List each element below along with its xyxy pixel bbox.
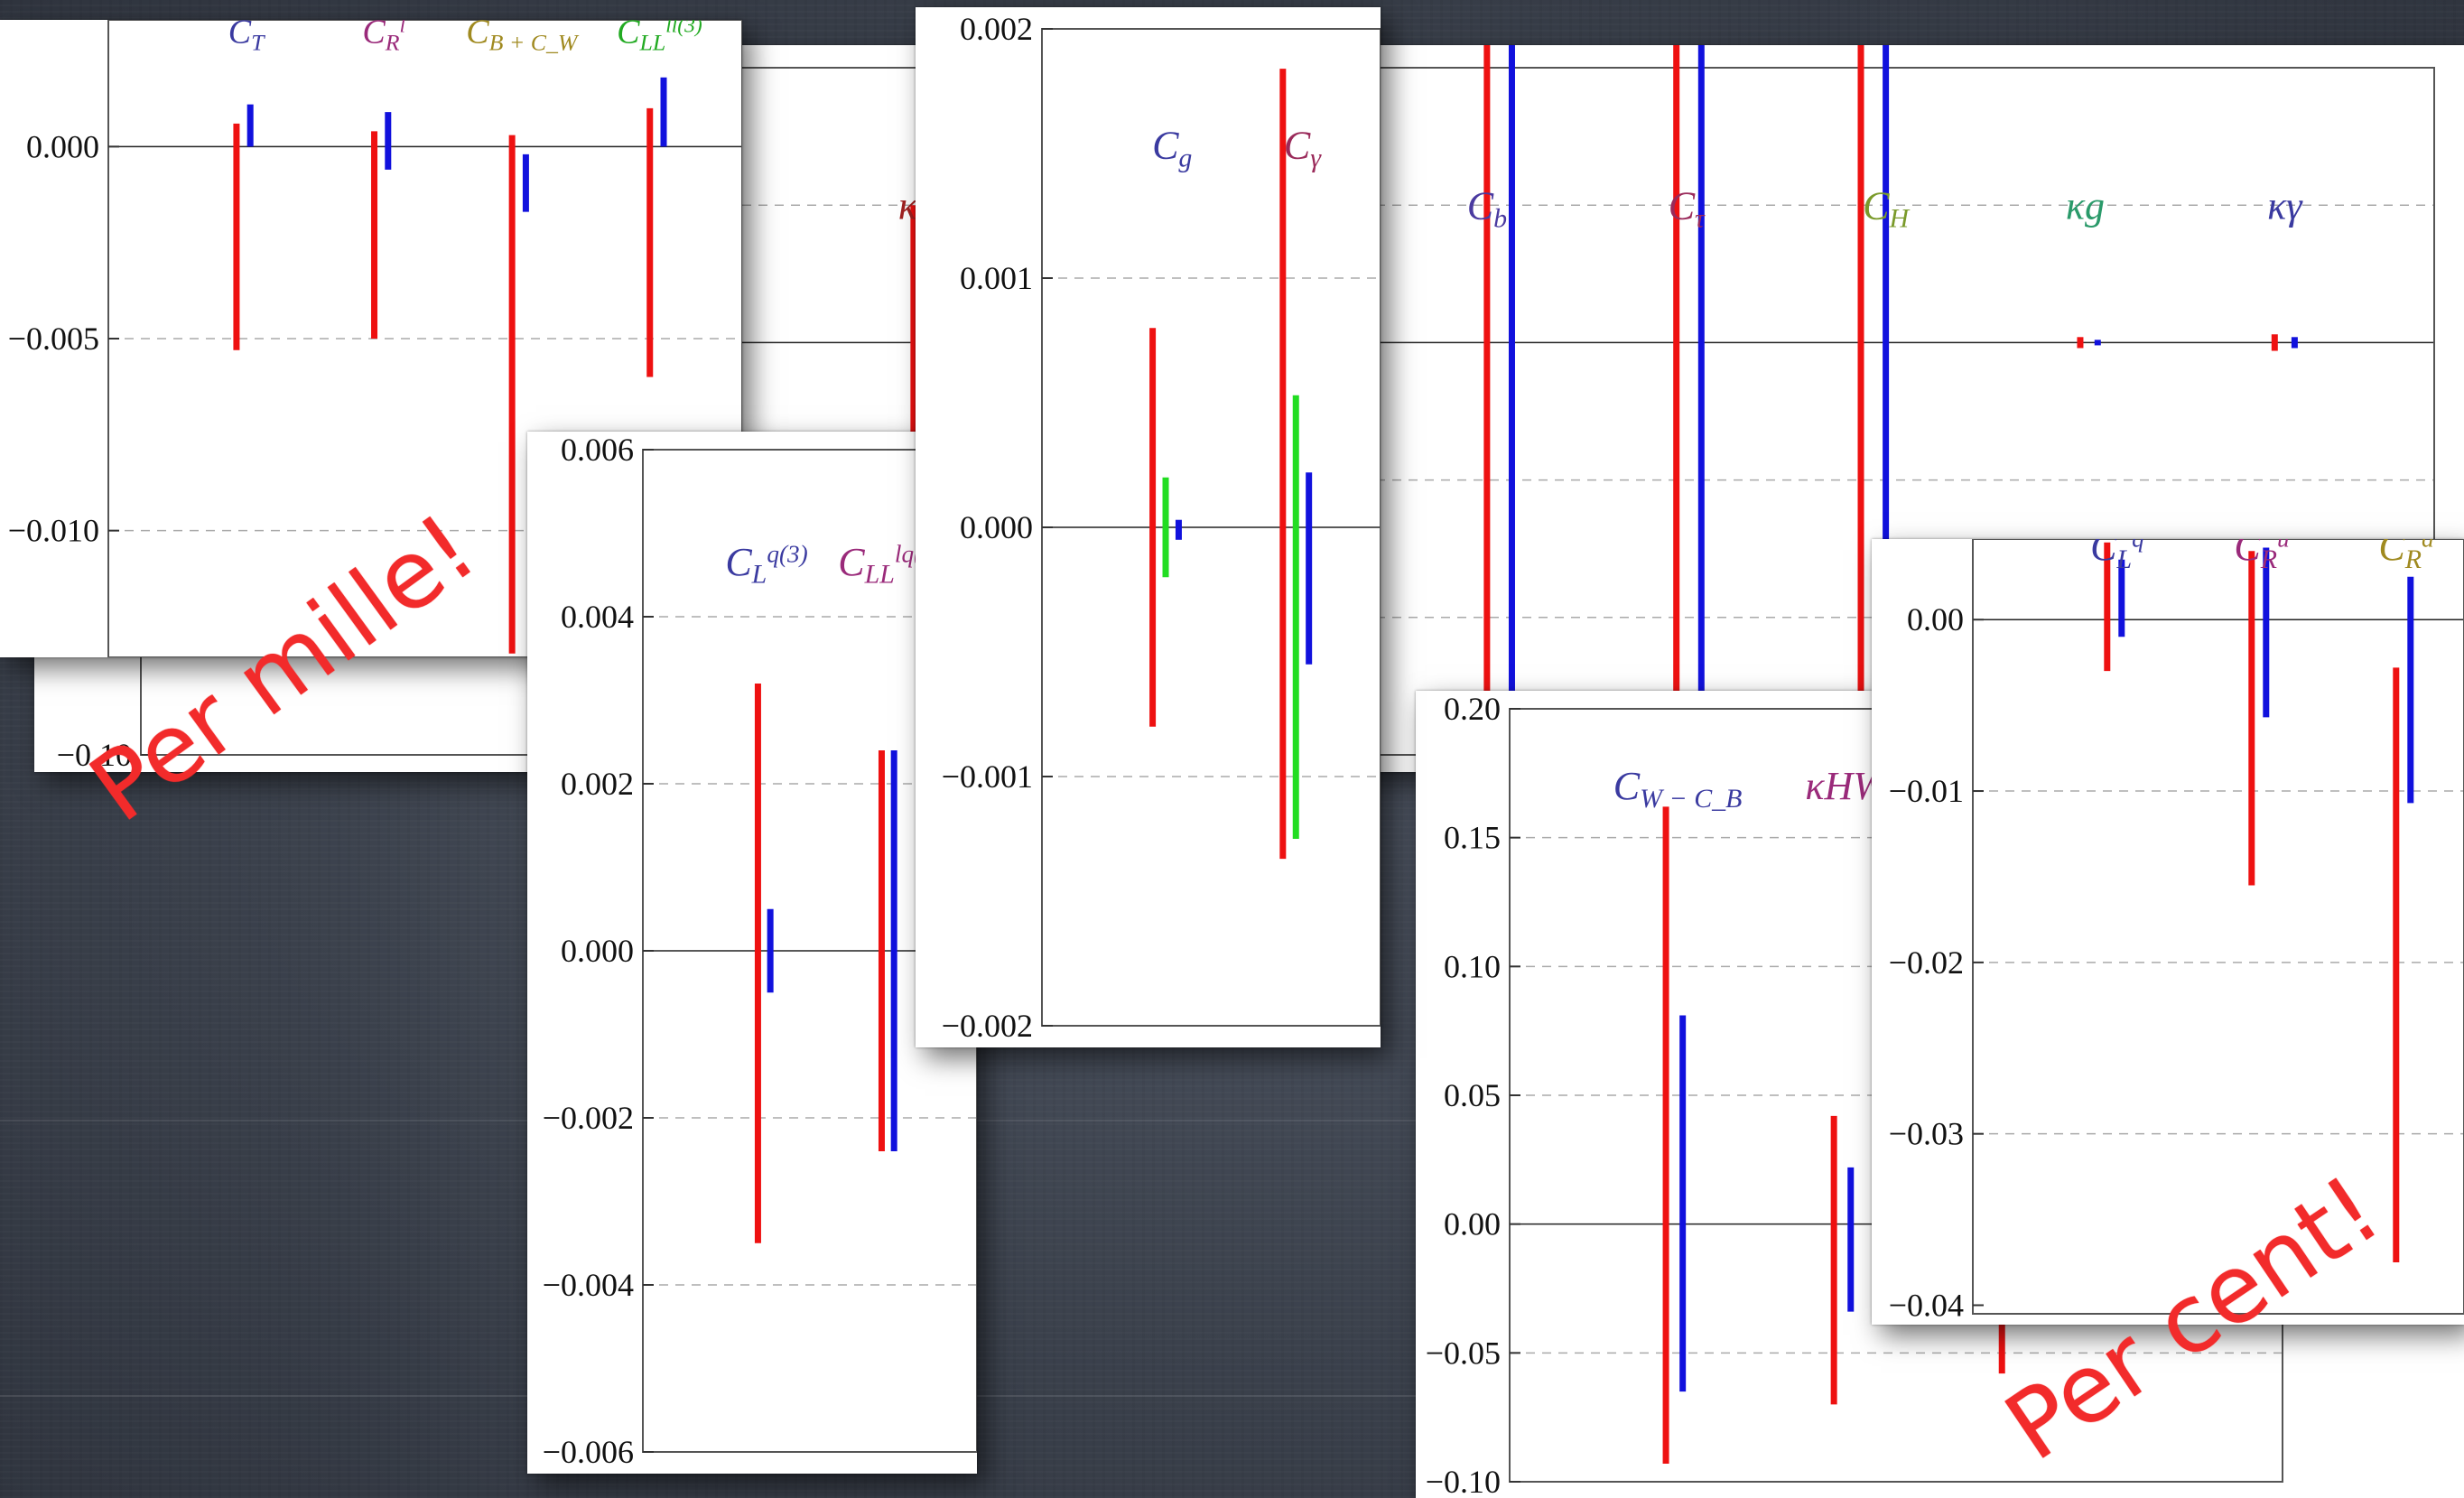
- category-label: CRl: [362, 20, 405, 55]
- category-label: CH: [1863, 183, 1910, 233]
- y-tick-label: 0.000: [960, 509, 1033, 545]
- category-label: Cb: [1467, 183, 1507, 233]
- category-label: CW − C_B: [1613, 764, 1743, 814]
- y-tick-label: −0.10: [57, 737, 132, 772]
- category-label: Cγ: [1284, 124, 1322, 173]
- category-label: CLLll(3): [617, 20, 702, 55]
- y-tick-label: −0.03: [1889, 1116, 1964, 1152]
- y-tick-label: 0.001: [960, 260, 1033, 296]
- chart-per-mille: 0.000 −0.005 −0.010 CT CRl CB + C_W CLLll(3): [0, 20, 742, 657]
- y-tick-label: 0.000: [561, 933, 634, 969]
- chart-gluon-photon: 0.002 0.001 0.000 −0.001 −0.002 Cg Cγ: [916, 7, 1381, 1047]
- category-label: CT: [228, 20, 265, 55]
- y-tick-label: −0.002: [942, 1008, 1033, 1044]
- y-tick-label: −0.002: [543, 1100, 634, 1136]
- category-label: Cg: [1152, 124, 1192, 173]
- y-tick-label: −0.004: [543, 1267, 634, 1303]
- chart-svg-per-mille: 0.000 −0.005 −0.010 CT CRl CB + C_W CLLll(3): [8, 20, 742, 657]
- y-tick-label: −0.006: [543, 1434, 634, 1470]
- chart-svg-gluon-photon: 0.002 0.001 0.000 −0.001 −0.002 Cg Cγ: [942, 11, 1381, 1044]
- y-tick-label: 0.006: [561, 432, 634, 468]
- y-tick-label: −0.05: [1426, 1335, 1501, 1371]
- chart-svg-per-cent: 0.00 −0.01 −0.02 −0.03 −0.04 CLq CRu CRd: [1889, 539, 2464, 1324]
- category-label: κγ: [2267, 183, 2303, 228]
- category-label: κg: [2066, 183, 2105, 228]
- y-tick-label: −0.010: [8, 513, 99, 549]
- y-tick-label: −0.04: [1889, 1288, 1964, 1324]
- y-tick-label: 0.05: [1444, 1077, 1501, 1113]
- y-tick-label: 0.20: [1444, 691, 1501, 727]
- category-label: CRu: [2234, 539, 2289, 574]
- chart-four-fermion: 0.006 0.004 0.002 0.000 −0.002 −0.004 −0.006 CL…: [527, 432, 977, 1474]
- chart-per-cent: 0.00 −0.01 −0.02 −0.03 −0.04 CLq CRu CRd: [1872, 539, 2464, 1325]
- y-tick-label: 0.00: [1907, 601, 1964, 637]
- y-tick-label: −0.10: [1426, 1464, 1501, 1498]
- y-tick-label: −0.02: [1889, 944, 1964, 981]
- y-tick-label: 0.10: [1444, 948, 1501, 984]
- chart-svg-four-fermion: 0.006 0.004 0.002 0.000 −0.002 −0.004 −0.006 CL…: [543, 432, 977, 1470]
- category-label: Cτ: [1669, 183, 1706, 233]
- y-tick-label: 0.002: [960, 11, 1033, 47]
- y-tick-label: 0.00: [1444, 1206, 1501, 1242]
- y-tick-label: −0.005: [8, 321, 99, 357]
- y-tick-label: 0.000: [26, 128, 99, 164]
- plot-frame: [1972, 539, 2464, 1315]
- y-tick-label: 0.004: [561, 599, 634, 635]
- y-tick-label: 0.002: [561, 766, 634, 802]
- category-label: CLq: [2090, 539, 2144, 574]
- y-tick-label: 0.15: [1444, 820, 1501, 856]
- y-tick-label: −0.01: [1889, 773, 1964, 809]
- category-label: CLq(3): [725, 540, 807, 590]
- category-label: CB + C_W: [466, 20, 580, 55]
- y-tick-label: −0.001: [942, 758, 1033, 795]
- category-label: CRd: [2378, 539, 2434, 574]
